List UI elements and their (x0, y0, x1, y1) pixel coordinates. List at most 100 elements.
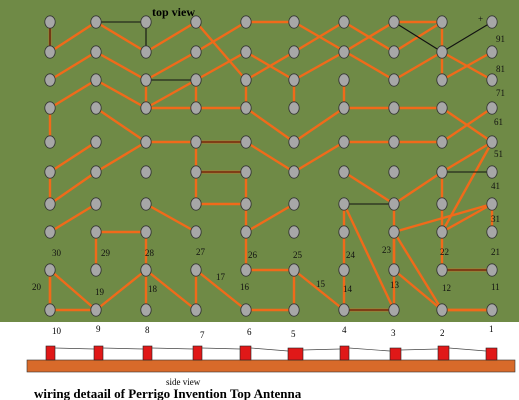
side-view-post (437, 345, 450, 361)
peg-hole (338, 263, 350, 277)
pin-label-29: 29 (101, 248, 111, 258)
peg-hole (140, 15, 152, 29)
peg-hole (240, 15, 252, 29)
plus-sign: + (478, 14, 483, 24)
peg-hole (44, 263, 56, 277)
peg-hole (486, 303, 498, 317)
wire-segment (292, 50, 346, 82)
peg-hole (436, 225, 448, 239)
peg-hole (436, 101, 448, 115)
jumper-wire (441, 21, 493, 53)
side-number-10: 10 (52, 326, 62, 336)
side-view-post (485, 347, 498, 361)
peg-hole (90, 45, 102, 59)
peg-hole (140, 135, 152, 149)
pin-labels: 91 81 71 61 51 41 31 21 11 30 29 28 27 2… (32, 34, 505, 297)
peg-hole (240, 263, 252, 277)
wire-segment (244, 140, 296, 174)
peg-hole (388, 45, 400, 59)
side-view-post (93, 345, 104, 361)
peg-hole (388, 263, 400, 277)
peg-hole (240, 45, 252, 59)
wire-segment (48, 20, 98, 54)
peg-hole (240, 197, 252, 211)
peg-hole (190, 197, 202, 211)
peg-hole (190, 165, 202, 179)
wire-segment (392, 170, 444, 206)
wire-segment (194, 50, 248, 82)
peg-hole (338, 45, 350, 59)
pin-label-28: 28 (145, 248, 155, 258)
pin-label-25: 25 (293, 250, 303, 260)
pin-label-51: 51 (494, 149, 503, 159)
peg-hole (44, 101, 56, 115)
peg-hole (190, 101, 202, 115)
peg-hole (90, 15, 102, 29)
peg-hole (240, 225, 252, 239)
pin-label-24: 24 (346, 250, 356, 260)
wire-segment (392, 230, 444, 312)
peg-hole (388, 135, 400, 149)
peg-hole (338, 197, 350, 211)
side-view-post (239, 345, 252, 361)
peg-hole (338, 303, 350, 317)
wire-segment (48, 50, 98, 82)
peg-hole (486, 197, 498, 211)
peg-hole (288, 73, 300, 87)
wire-segment (94, 50, 148, 82)
peg-hole (436, 165, 448, 179)
peg-hole (388, 165, 400, 179)
peg-hole (90, 73, 102, 87)
peg-hole (486, 135, 498, 149)
peg-hole (240, 303, 252, 317)
peg-hole (44, 15, 56, 29)
peg-hole (388, 225, 400, 239)
wire-segment (392, 202, 494, 234)
side-view-wire (102, 347, 144, 350)
peg-hole (140, 197, 152, 211)
wire-segment (94, 106, 148, 144)
peg-hole (90, 303, 102, 317)
peg-hole (388, 197, 400, 211)
wire-segment (144, 202, 198, 234)
side-number-1: 1 (489, 324, 494, 334)
peg-hole (90, 101, 102, 115)
wire-segment (144, 78, 198, 110)
pin-label-31: 31 (491, 214, 500, 224)
wire-segment (48, 170, 98, 206)
peg-hole (190, 15, 202, 29)
peg-hole (486, 263, 498, 277)
pin-label-18: 18 (148, 284, 158, 294)
wire-segment (440, 202, 494, 234)
peg-hole (90, 263, 102, 277)
wire-segment (144, 50, 198, 82)
peg-hole (140, 73, 152, 87)
jumper-layer (49, 21, 493, 311)
peg-hole (436, 263, 448, 277)
side-view: 10 9 8 7 6 5 4 3 2 1 side view wiring de… (26, 324, 516, 400)
peg-layer (44, 15, 498, 317)
peg-hole (388, 303, 400, 317)
wire-segment (94, 78, 148, 110)
wire-segment (342, 170, 396, 206)
pin-label-81: 81 (496, 64, 505, 74)
pin-label-20: 20 (32, 282, 42, 292)
peg-hole (388, 15, 400, 29)
side-view-post (45, 345, 56, 361)
peg-hole (288, 101, 300, 115)
wire-segment (244, 50, 296, 82)
side-number-5: 5 (291, 329, 296, 339)
pin-label-71: 71 (496, 88, 505, 98)
side-view-post (287, 347, 304, 361)
peg-hole (140, 101, 152, 115)
peg-hole (240, 101, 252, 115)
wire-segment (392, 50, 444, 82)
peg-hole (436, 303, 448, 317)
peg-hole (44, 197, 56, 211)
pin-label-30: 30 (52, 248, 62, 258)
side-number-8: 8 (145, 325, 150, 335)
peg-hole (288, 135, 300, 149)
peg-hole (90, 135, 102, 149)
wire-segment (342, 20, 396, 54)
side-view-wire (448, 347, 487, 352)
